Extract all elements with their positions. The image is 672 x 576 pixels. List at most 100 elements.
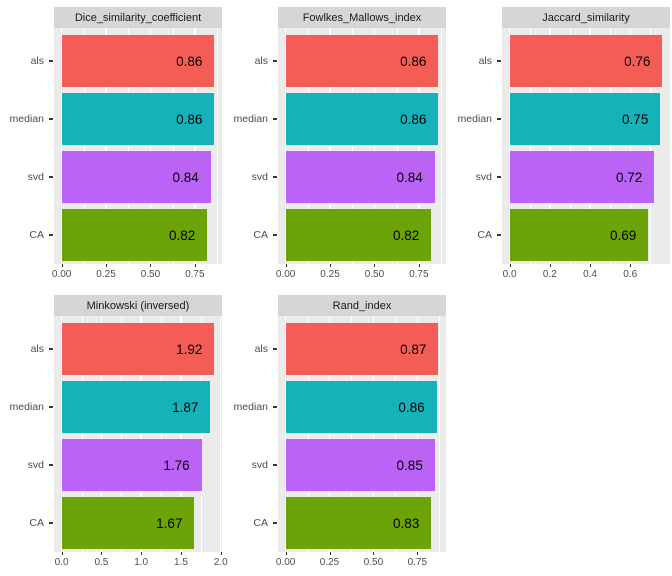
- bar-value-label: 0.69: [610, 227, 637, 243]
- gridline-minor: [121, 316, 123, 552]
- y-axis-label-als: als: [478, 54, 492, 67]
- y-tick-mark: [273, 234, 277, 236]
- bar-value-label: 0.72: [616, 169, 643, 185]
- bar-value-label: 0.76: [624, 53, 651, 69]
- facet-rand-index: Rand_index 0.87 0.86 0.85 0.83 0.00 0.25 0.50 0.…: [224, 288, 448, 576]
- facet-title: Fowlkes_Mallows_index: [302, 11, 422, 24]
- gridline-minor: [352, 28, 354, 264]
- bar-value-label: 0.86: [400, 53, 427, 69]
- x-tick-mark: [509, 264, 511, 267]
- gridline-major: [372, 316, 375, 552]
- gridline-major: [180, 316, 182, 552]
- y-axis-label-svd: svd: [475, 170, 492, 183]
- bar-median: 1.87: [61, 381, 211, 433]
- bar-als: 0.86: [285, 35, 439, 87]
- bar-value-label: 1.67: [156, 515, 183, 531]
- bar-value-label: 0.84: [396, 169, 423, 185]
- x-tick-label: 0.50: [363, 557, 384, 568]
- facet-jaccard-similarity: Jaccard_similarity 0.76 0.75 0.72 0.69 0.0 0.2…: [448, 0, 672, 288]
- gridline-major: [284, 316, 287, 552]
- y-tick-mark: [49, 60, 53, 62]
- facet-strip: Minkowski (inversed): [54, 295, 222, 316]
- plot-area: 0.86 0.86 0.84 0.82: [54, 28, 222, 264]
- x-tick-label: 0.50: [364, 269, 385, 280]
- x-tick-mark: [180, 552, 182, 555]
- gridline-major: [194, 28, 196, 264]
- gridline-major: [373, 28, 376, 264]
- x-tick-label: 0.75: [407, 557, 428, 568]
- y-tick-mark: [273, 176, 277, 178]
- y-axis-label-als: als: [30, 342, 44, 355]
- y-tick-mark: [273, 522, 277, 524]
- y-axis-label-ca: CA: [29, 516, 44, 529]
- gridline-major: [284, 28, 287, 264]
- bar-median: 0.75: [509, 93, 661, 145]
- x-tick-label: 0.50: [140, 269, 161, 280]
- y-tick-mark: [273, 348, 277, 350]
- x-tick-mark: [141, 552, 143, 555]
- bar-value-label: 1.92: [176, 341, 203, 357]
- plot-area: 0.76 0.75 0.72 0.69: [502, 28, 670, 264]
- x-tick-mark: [220, 552, 222, 555]
- y-axis-label-median: median: [233, 112, 268, 125]
- x-tick-mark: [590, 264, 592, 267]
- facet-strip: Dice_similarity_coefficient: [54, 7, 222, 28]
- gridline-minor: [307, 316, 309, 552]
- gridline-major: [60, 316, 63, 552]
- gridline-major: [549, 28, 551, 264]
- y-axis-label-svd: svd: [251, 170, 268, 183]
- x-tick-label: 0.2: [542, 269, 557, 280]
- x-tick-mark: [630, 264, 632, 267]
- x-tick-mark: [194, 264, 196, 267]
- x-tick-label: 0.5: [94, 557, 109, 568]
- y-tick-mark: [49, 464, 53, 466]
- y-axis-label-median: median: [233, 400, 268, 413]
- gridline-minor: [569, 28, 571, 264]
- bar-value-label: 1.87: [172, 399, 199, 415]
- bar-ca: 0.69: [509, 209, 649, 261]
- bar-ca: 1.67: [61, 497, 195, 549]
- y-tick-mark: [49, 522, 53, 524]
- x-tick-mark: [374, 264, 376, 267]
- x-tick-label: 0.75: [409, 269, 429, 280]
- bar-median: 0.86: [61, 93, 215, 145]
- facet-fowlkes-mallows-index: Fowlkes_Mallows_index 0.86 0.86 0.84 0.82 0.0…: [224, 0, 448, 288]
- y-tick-mark: [497, 118, 501, 120]
- gridline-major: [140, 316, 142, 552]
- y-axis-label-median: median: [9, 400, 44, 413]
- gridline-minor: [439, 316, 441, 552]
- y-tick-mark: [49, 176, 53, 178]
- y-tick-mark: [49, 118, 53, 120]
- facet-minkowski-inversed: Minkowski (inversed) 1.92 1.87 1.76 1.67 0.0 0…: [0, 288, 228, 576]
- y-tick-mark: [497, 234, 501, 236]
- x-tick-mark: [417, 552, 419, 555]
- gridline-major: [149, 28, 152, 264]
- bar-value-label: 0.86: [176, 111, 203, 127]
- y-axis-label-median: median: [9, 112, 44, 125]
- y-axis-label-als: als: [254, 54, 268, 67]
- y-axis-label-svd: svd: [27, 458, 44, 471]
- y-axis-label-median: median: [457, 112, 492, 125]
- bar-svd: 0.85: [285, 439, 435, 491]
- y-axis-label-ca: CA: [253, 516, 268, 529]
- gridline-major: [329, 28, 331, 264]
- bar-svd: 0.84: [285, 151, 435, 203]
- x-tick-mark: [549, 264, 551, 267]
- bar-svd: 0.72: [509, 151, 655, 203]
- x-tick-label: 0.75: [185, 269, 205, 280]
- bar-als: 0.86: [61, 35, 215, 87]
- bar-als: 1.92: [61, 323, 215, 375]
- x-tick-label: 0.6: [623, 269, 638, 280]
- gridline-minor: [441, 28, 442, 264]
- bar-svd: 0.84: [61, 151, 211, 203]
- gridline-major: [508, 28, 511, 264]
- plot-area: 0.86 0.86 0.84 0.82: [278, 28, 446, 264]
- y-axis-label-svd: svd: [251, 458, 268, 471]
- y-tick-mark: [49, 348, 53, 350]
- bar-value-label: 0.85: [396, 457, 423, 473]
- bar-ca: 0.82: [61, 209, 208, 261]
- gridline-major: [328, 316, 331, 552]
- gridline-minor: [172, 28, 174, 264]
- x-tick-label: 0.25: [320, 269, 340, 280]
